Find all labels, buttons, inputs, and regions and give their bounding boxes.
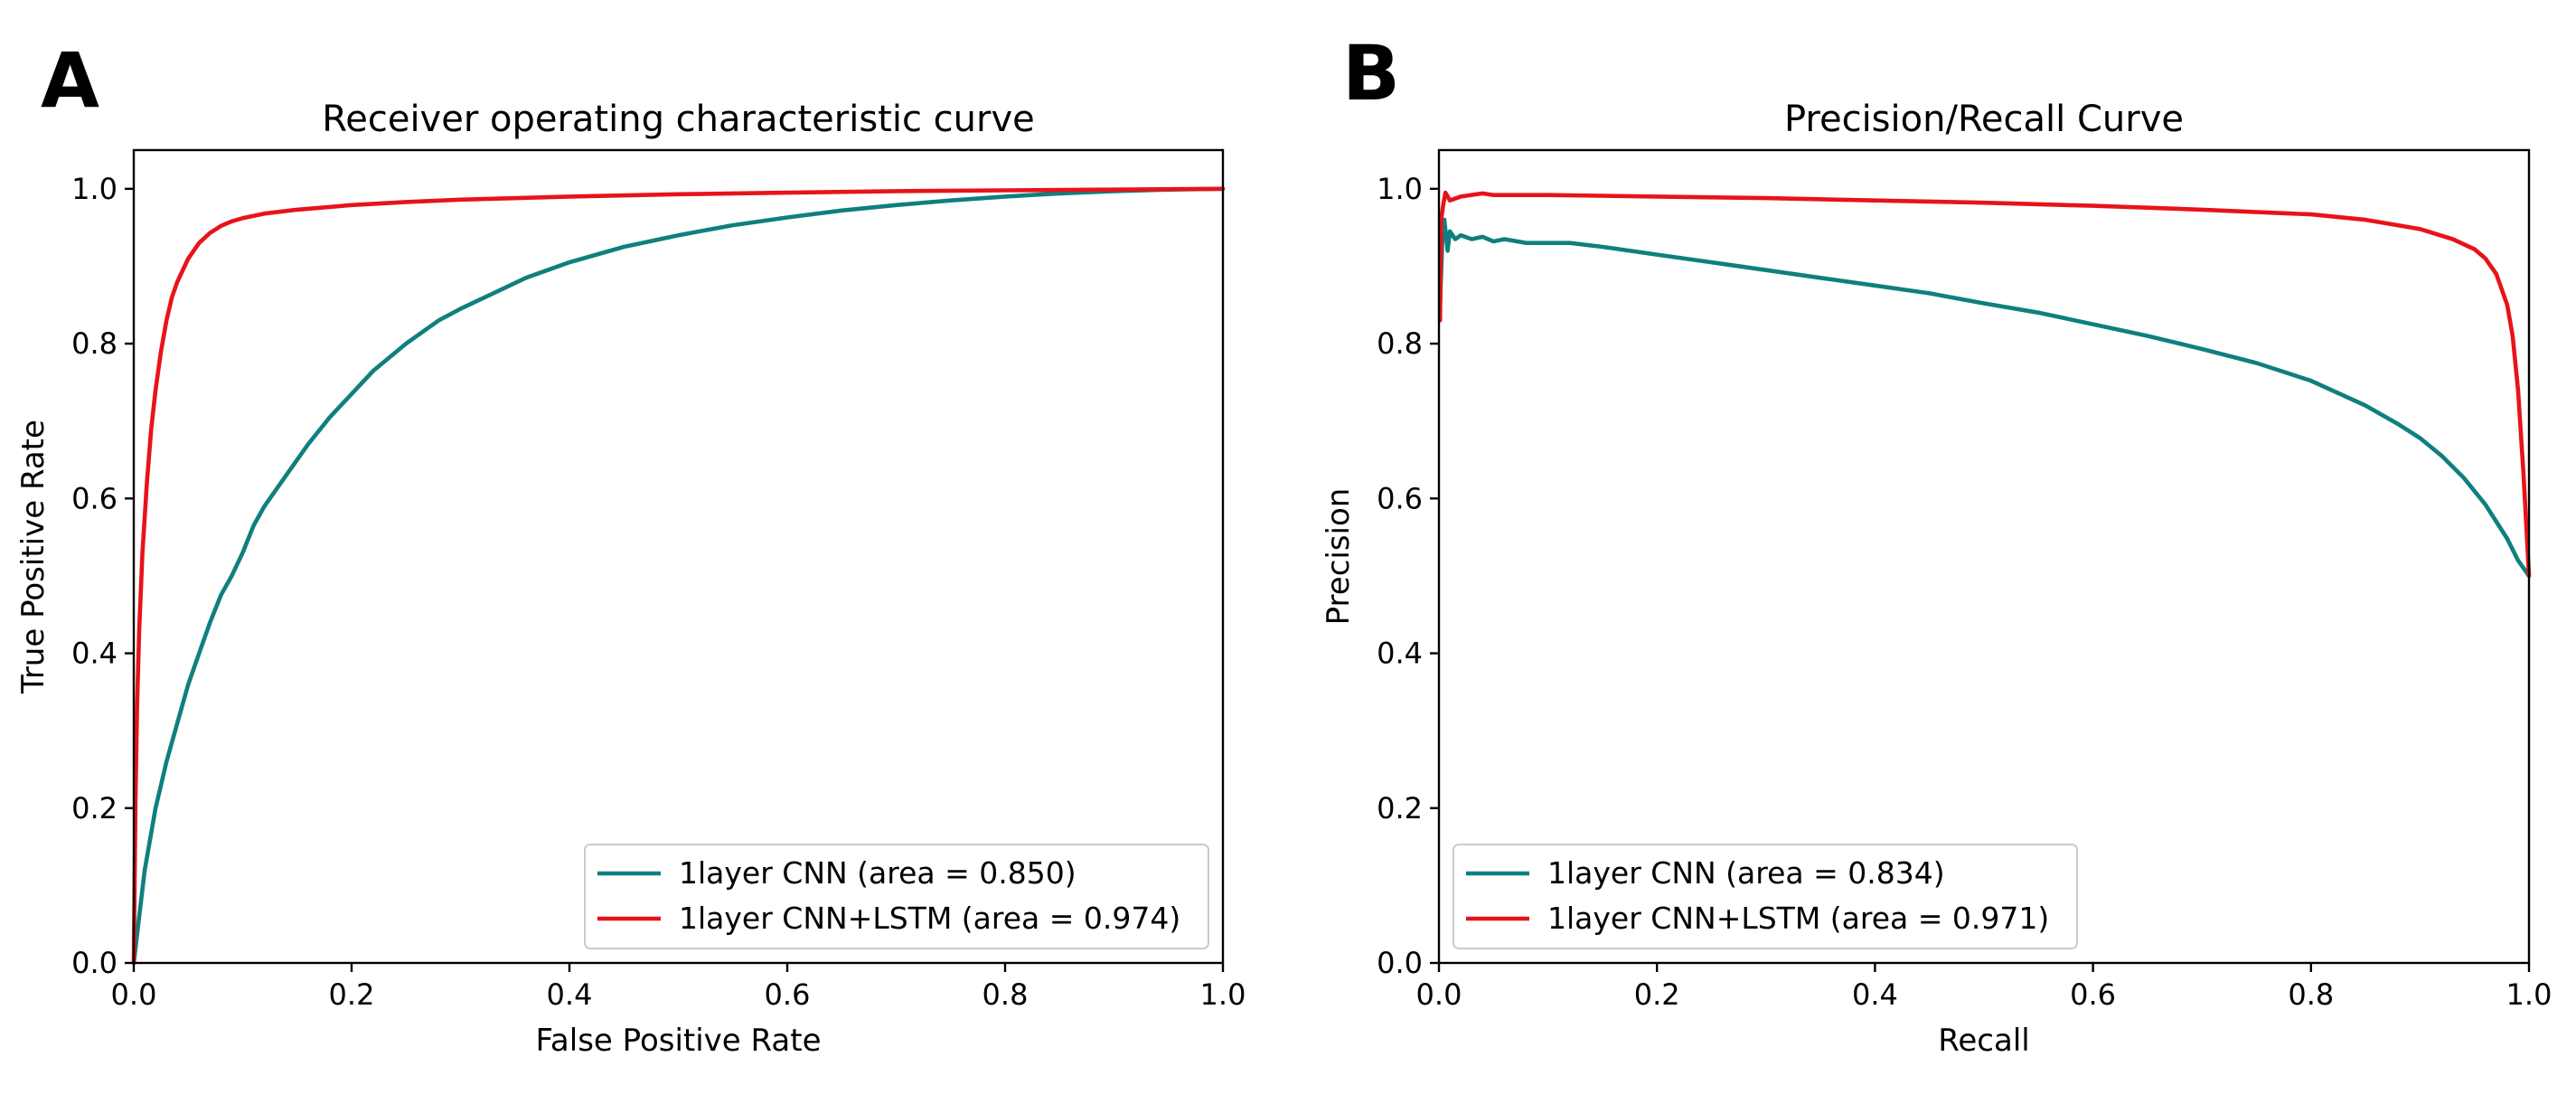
y-tick-label: 0.6 [1377, 481, 1423, 515]
chart-title: Precision/Recall Curve [1784, 99, 2184, 140]
series-line-1 [131, 186, 1226, 966]
y-axis-label: Precision [1321, 488, 1357, 626]
y-tick-label: 0.6 [71, 481, 118, 515]
panel-b: B Precision/Recall Curve 0.0 0.2 0.4 0.6 0.8 1.… [1321, 29, 2552, 1059]
x-tick-label: 0.8 [982, 977, 1029, 1012]
chart-title: Receiver operating characteristic curve [322, 99, 1035, 140]
x-tick-label: 0.0 [1416, 977, 1462, 1012]
legend-box [584, 844, 1209, 949]
y-tick-label: 0.0 [71, 946, 118, 980]
series-line-0 [131, 186, 1226, 966]
legend-entry-0: 1layer CNN (area = 0.834) [1547, 855, 1945, 891]
x-axis-label: False Positive Rate [536, 1023, 822, 1059]
y-tick-label: 0.4 [1377, 637, 1423, 671]
x-tick-label: 0.2 [1634, 977, 1680, 1012]
y-tick-label: 0.2 [71, 791, 118, 826]
x-tick-label: 1.0 [2506, 977, 2552, 1012]
x-tick-label: 1.0 [1200, 977, 1246, 1012]
y-tick-label: 0.8 [71, 326, 118, 361]
panel-letter: A [41, 36, 99, 125]
panel-a: A Receiver operating characteristic curve… [15, 36, 1246, 1059]
legend-entry-1: 1layer CNN+LSTM (area = 0.974) [679, 901, 1180, 936]
y-tick-label: 0.4 [71, 637, 118, 671]
panel-letter: B [1342, 29, 1400, 118]
y-axis-label: True Positive Rate [15, 420, 52, 694]
y-tick-label: 0.0 [1377, 946, 1423, 980]
x-tick-label: 0.0 [111, 977, 157, 1012]
x-tick-label: 0.4 [1852, 977, 1898, 1012]
y-tick-label: 0.2 [1377, 791, 1423, 826]
plot-frame [1437, 148, 2531, 965]
x-tick-label: 0.6 [2070, 977, 2116, 1012]
legend: 1layer CNN (area = 0.850) 1layer CNN+LSTM… [584, 844, 1209, 949]
x-axis-label: Recall [1938, 1023, 2029, 1059]
legend-entry-0: 1layer CNN (area = 0.850) [679, 855, 1076, 891]
x-tick-label: 0.6 [765, 977, 811, 1012]
x-tick-label: 0.2 [329, 977, 375, 1012]
series-line-0 [1437, 217, 2532, 579]
legend: 1layer CNN (area = 0.834) 1layer CNN+LSTM… [1453, 844, 2078, 949]
legend-entry-1: 1layer CNN+LSTM (area = 0.971) [1547, 901, 2049, 936]
y-tick-label: 1.0 [1377, 172, 1423, 206]
series-line-1 [1437, 190, 2532, 579]
x-tick-label: 0.8 [2288, 977, 2334, 1012]
x-tick-label: 0.4 [547, 977, 593, 1012]
y-tick-label: 1.0 [71, 172, 118, 206]
legend-box [1453, 844, 2078, 949]
y-tick-label: 0.8 [1377, 326, 1423, 361]
plot-frame [132, 148, 1225, 965]
